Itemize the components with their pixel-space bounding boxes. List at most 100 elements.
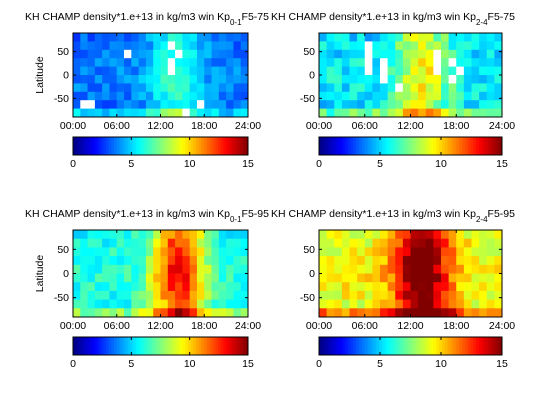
colorbar-swatch <box>174 337 178 355</box>
heatmap-cell <box>226 100 234 109</box>
heatmap-cell <box>410 230 419 240</box>
colorbar-swatch <box>321 137 326 155</box>
heatmap-cell <box>418 33 427 42</box>
heatmap-cell <box>131 91 140 101</box>
heatmap-cell <box>479 66 488 76</box>
x-tick-label: 24:00 <box>235 120 261 132</box>
y-tick-label: -50 <box>300 93 315 105</box>
heatmap-cell <box>341 41 350 51</box>
heatmap-cell <box>387 91 396 101</box>
heatmap-cell <box>167 273 176 283</box>
heatmap-cell <box>196 49 205 59</box>
heatmap-cell <box>160 41 169 51</box>
heatmap-cell <box>160 75 169 84</box>
colorbar-swatch <box>92 337 96 355</box>
colorbar-swatch <box>100 337 104 355</box>
heatmap-cell <box>138 58 147 67</box>
heatmap-cell <box>364 58 373 67</box>
heatmap-cell <box>94 264 103 274</box>
heatmap-cell <box>341 58 350 67</box>
heatmap-cell <box>109 75 118 84</box>
heatmap-cell <box>395 230 404 240</box>
heatmap-cell <box>441 100 450 109</box>
heatmap-cell <box>364 91 373 101</box>
colorbar-swatch <box>103 137 107 155</box>
heatmap-cell <box>349 282 358 292</box>
heatmap-cell <box>425 290 434 300</box>
colorbar-swatch <box>396 337 400 355</box>
heatmap-cell <box>349 83 358 93</box>
heatmap-cell <box>218 238 227 248</box>
colorbar-swatch <box>339 137 343 155</box>
heatmap-cell <box>425 100 434 109</box>
colorbar-swatch <box>73 337 77 355</box>
heatmap-cell <box>131 33 140 42</box>
heatmap-cell <box>204 308 212 318</box>
colorbar-swatch <box>496 137 500 155</box>
colorbar-swatch <box>327 337 331 355</box>
heatmap-cell <box>80 83 88 93</box>
heatmap-cell <box>211 66 220 76</box>
heatmap-cell <box>102 238 110 248</box>
heatmap-cell <box>196 290 205 300</box>
heatmap-cell <box>456 290 465 300</box>
heatmap-cell <box>94 290 103 300</box>
colorbar-swatch <box>245 137 249 155</box>
colorbar-swatch <box>190 337 194 355</box>
heatmap-cell <box>380 41 389 51</box>
heatmap-cell <box>395 299 404 309</box>
heatmap-cell <box>380 66 389 76</box>
heatmap-cell <box>410 66 419 76</box>
heatmap-cell <box>357 299 366 309</box>
heatmap-cell <box>102 108 110 118</box>
heatmap-cell <box>182 75 191 84</box>
heatmap-cell <box>94 247 103 257</box>
x-tick-label: 06:00 <box>104 120 130 132</box>
colorbar-swatch <box>450 337 454 355</box>
heatmap-cell <box>80 299 88 309</box>
y-tick-label: 0 <box>63 268 69 280</box>
heatmap-cell <box>211 58 220 67</box>
heatmap-cell <box>102 83 110 93</box>
heatmap-cell <box>145 282 154 292</box>
heatmap-cell <box>109 91 118 101</box>
heatmap-cell <box>402 83 411 93</box>
heatmap-cell <box>145 83 154 93</box>
heatmap-cell <box>349 41 358 51</box>
heatmap-cell <box>102 299 110 309</box>
heatmap-cell <box>387 41 396 51</box>
heatmap-cell <box>387 58 396 67</box>
heatmap-cell <box>124 66 132 76</box>
heatmap-cell <box>425 91 434 101</box>
heatmap-cell <box>402 247 411 257</box>
heatmap-cell <box>204 256 212 266</box>
heatmap-cell <box>479 264 488 274</box>
heatmap-cell <box>425 273 434 283</box>
heatmap-cell <box>102 33 110 42</box>
heatmap-cell <box>387 247 396 257</box>
colorbar-swatch <box>97 137 101 155</box>
colorbar-swatch <box>470 337 474 355</box>
colorbar-swatch <box>114 337 118 355</box>
colorbar-swatch <box>237 337 241 355</box>
heatmap-cell <box>410 290 419 300</box>
heatmap-cell <box>410 256 419 266</box>
heatmap-cell <box>334 100 343 109</box>
heatmap-cell <box>418 273 427 283</box>
heatmap-cell <box>425 66 434 76</box>
colorbar-swatch <box>212 337 216 355</box>
heatmap-cell <box>145 299 154 309</box>
heatmap-cell <box>116 264 125 274</box>
heatmap-cell <box>349 108 358 118</box>
heatmap-cell <box>226 282 234 292</box>
heatmap-cell <box>109 66 118 76</box>
heatmap-cell <box>240 66 249 76</box>
heatmap-cell <box>441 256 450 266</box>
heatmap-cell <box>196 58 205 67</box>
colorbar-swatch <box>493 337 497 355</box>
heatmap-cell <box>131 100 140 109</box>
heatmap-cell <box>319 273 328 283</box>
heatmap-cells <box>319 33 503 118</box>
colorbar-swatch <box>484 337 489 355</box>
heatmap-cell <box>448 238 457 248</box>
